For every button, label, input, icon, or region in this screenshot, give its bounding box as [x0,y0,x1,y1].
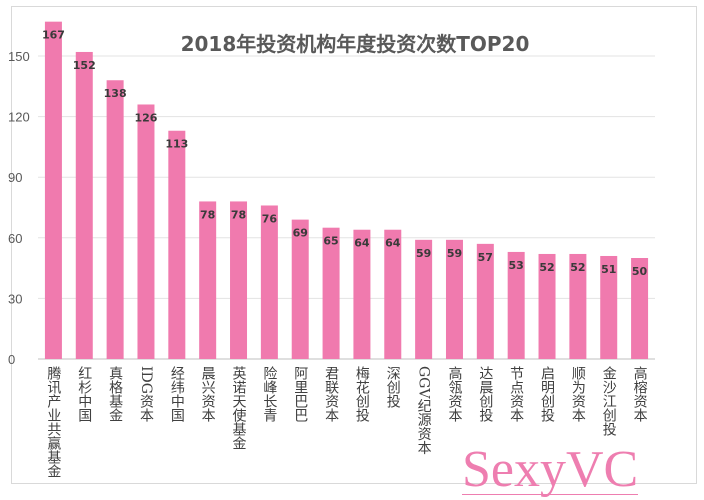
x-tick-label: 阿里巴巴 [292,366,309,422]
x-tick-label: 高瓴资本 [446,366,463,422]
chart-title: 2018年投资机构年度投资次数TOP20 [180,32,530,56]
x-tick-label: 梅花创投 [353,366,370,422]
y-tick-label: 150 [8,49,30,64]
x-tick-label: 真格基金 [107,366,124,422]
data-label: 65 [323,235,338,248]
x-tick-label: 红杉中国 [76,366,93,422]
x-tick-label: 深创投 [384,366,401,408]
bar [476,243,494,359]
bar [384,229,402,359]
bar [260,205,278,359]
bar [44,21,62,359]
x-tick-label: 腾讯产业共赢基金 [45,366,62,478]
bar [291,219,309,359]
data-label: 64 [385,237,401,250]
data-label: 59 [447,247,462,260]
bar [75,51,93,360]
x-tick-label: 险峰长青 [261,366,278,422]
data-label: 59 [416,247,431,260]
y-tick-label: 60 [8,231,22,246]
data-label: 76 [262,212,278,225]
x-tick-label: 英诺天使基金 [230,366,247,450]
x-tick-label: 节点资本 [508,366,525,422]
bar [445,239,463,359]
data-label: 152 [73,59,96,72]
y-tick-label: 90 [8,170,22,185]
bar [353,229,371,359]
y-tick-label: 120 [8,110,30,125]
x-tick-label: 经纬中国 [168,366,185,422]
bar [322,227,340,359]
data-label: 113 [165,138,188,151]
bar [415,239,433,359]
data-label: 167 [42,29,65,42]
chart-frame [11,6,697,484]
bar [600,255,618,359]
x-tick-label: 顺为资本 [569,366,586,422]
data-label: 53 [509,259,524,272]
watermark-logo: SexyVC [462,441,639,498]
data-label: 78 [231,208,246,221]
y-tick-label: 0 [8,352,15,367]
x-tick-label: 君联资本 [323,366,340,422]
data-label: 52 [539,261,554,274]
data-label: 126 [134,111,157,124]
x-tick-label: 高榕资本 [631,366,648,422]
bar [631,258,649,359]
data-label: 57 [478,251,493,264]
data-label: 69 [293,227,308,240]
data-label: 51 [601,263,616,276]
bar [538,253,556,359]
bar [230,201,248,359]
data-label: 50 [632,265,648,278]
bar [199,201,217,359]
x-tick-label: 达晨创投 [477,366,494,422]
bar [137,104,155,359]
y-tick-label: 30 [8,291,22,306]
data-label: 138 [104,87,127,100]
bar [168,130,186,359]
x-tick-label: 启明创投 [539,366,556,422]
data-label: 78 [200,208,215,221]
bar [569,253,587,359]
x-tick-label: 金沙江创投 [600,366,617,436]
data-label: 52 [570,261,585,274]
bar [106,80,124,360]
bar [507,251,525,359]
x-tick-label: 晨兴资本 [199,366,216,422]
x-tick-label: IDG资本 [137,366,154,422]
x-tick-label: GGV纪源资本 [415,366,432,455]
data-label: 64 [354,237,370,250]
